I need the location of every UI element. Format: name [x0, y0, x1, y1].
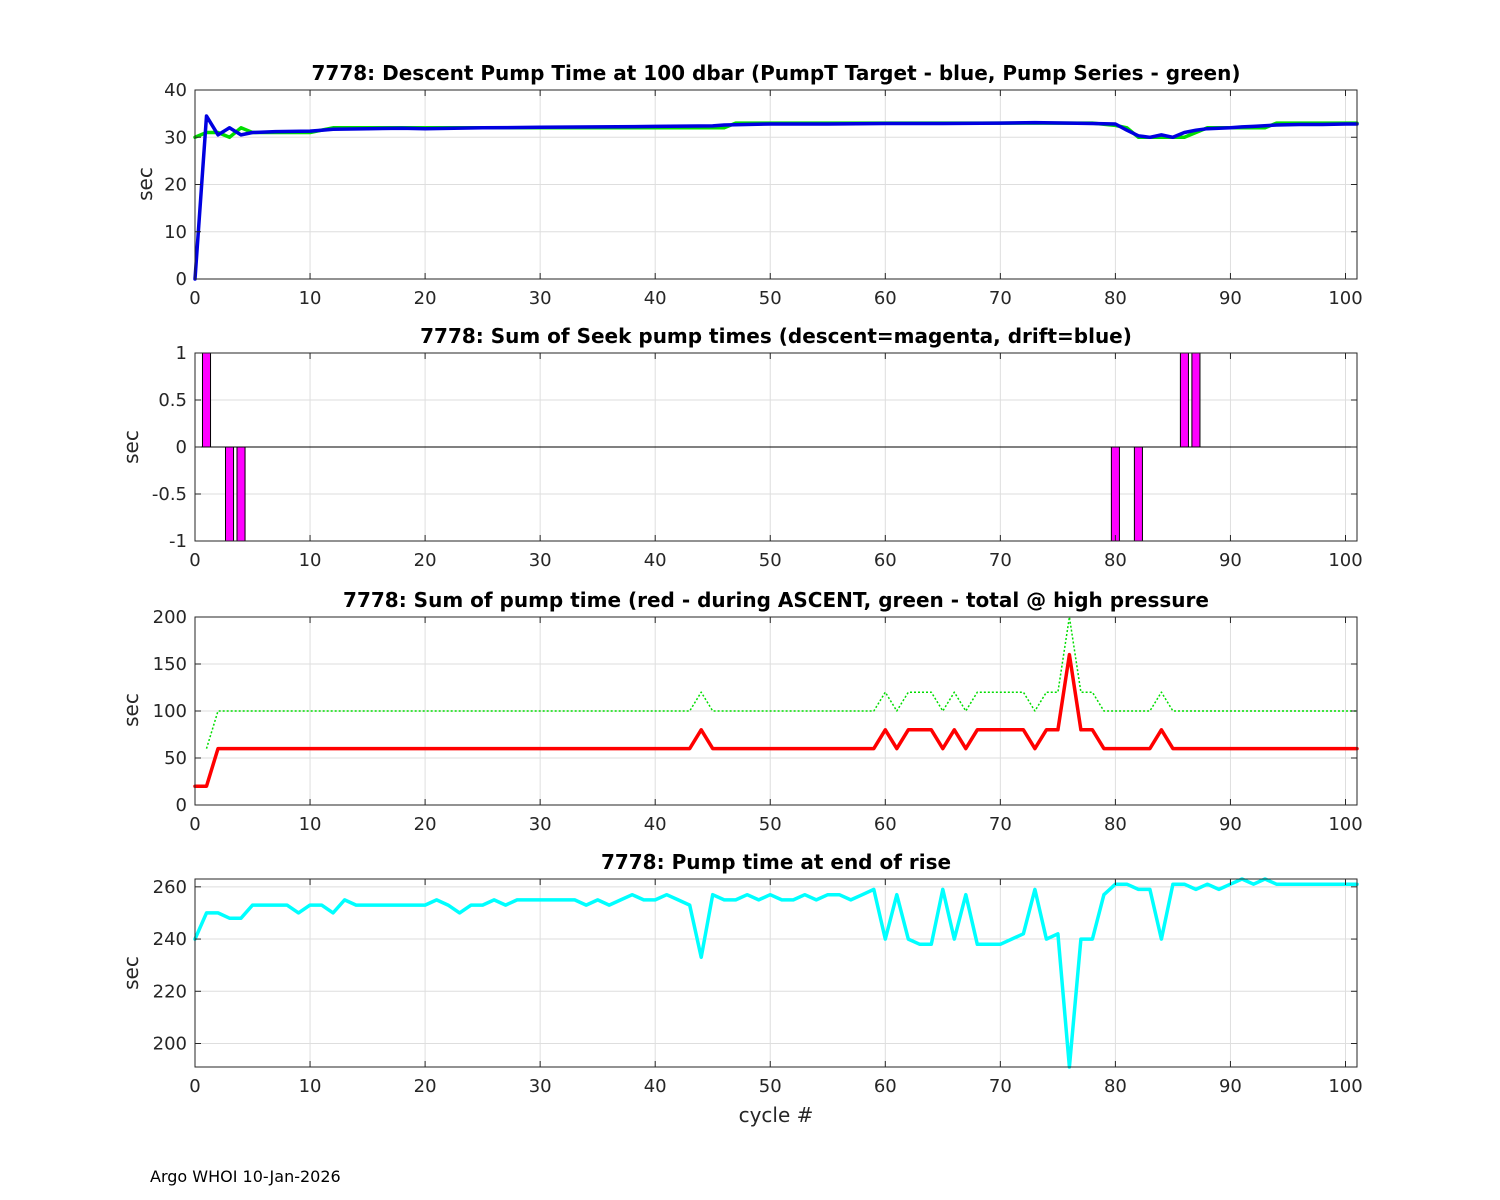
bar [201, 352, 212, 448]
bar [236, 446, 246, 542]
y-tick-label: 0 [176, 437, 187, 458]
x-tick-label: 0 [189, 288, 200, 309]
x-tick-label: 0 [189, 1076, 200, 1097]
y-tick-label: 50 [164, 748, 187, 769]
bar [1133, 446, 1143, 542]
x-tick-label: 90 [1219, 814, 1242, 835]
x-tick-label: 100 [1328, 1076, 1362, 1097]
y-tick-label: 10 [164, 222, 187, 243]
x-tick-label: 40 [644, 1076, 667, 1097]
y-tick-label: 1 [176, 343, 187, 364]
x-tick-label: 30 [529, 814, 552, 835]
x-tick-label: 50 [759, 288, 782, 309]
panel-1-plot: 0 10 20 30 40 50 60 70 80 90 100 0 10 20 30 40 [164, 80, 1363, 309]
x-tick-label: 60 [874, 288, 897, 309]
y-tick-label: 20 [164, 175, 187, 196]
x-tick-label: 100 [1328, 288, 1362, 309]
x-tick-label: 50 [759, 1076, 782, 1097]
x-tick-label: 60 [874, 550, 897, 571]
x-tick-label: 10 [299, 814, 322, 835]
y-tick-label: 150 [153, 654, 187, 675]
x-tick-label: 10 [299, 288, 322, 309]
panel-3-plot: 0 10 20 30 40 50 60 70 80 90 100 0 50 100 150 200 [153, 607, 1363, 835]
x-tick-label: 60 [874, 1076, 897, 1097]
x-tick-label: 30 [529, 550, 552, 571]
series-line [205, 616, 1357, 749]
panel-seek-pump-times: 7778: Sum of Seek pump times (descent=ma… [119, 324, 1363, 571]
x-tick-label: 40 [644, 550, 667, 571]
y-tick-label: 240 [153, 929, 187, 950]
plot-area [195, 879, 1357, 1067]
x-axis-label: cycle # [739, 1103, 814, 1127]
panel-4-ylabel: sec [119, 956, 143, 990]
x-tick-label: 20 [414, 814, 437, 835]
y-tick-label: 0 [176, 269, 187, 290]
x-tick-label: 10 [299, 1076, 322, 1097]
panel-2-title: 7778: Sum of Seek pump times (descent=ma… [420, 324, 1132, 348]
y-tick-label: 220 [153, 981, 187, 1002]
x-tick-label: 70 [989, 288, 1012, 309]
panel-2-plot: 0 10 20 30 40 50 60 70 80 90 100 -1 -0.5 0 0.5 1 [152, 343, 1363, 571]
footer-credit: Argo WHOI 10-Jan-2026 [150, 1167, 341, 1186]
x-tick-label: 80 [1104, 550, 1127, 571]
y-tick-label: -1 [169, 531, 187, 552]
panel-4-title: 7778: Pump time at end of rise [601, 850, 951, 874]
x-tick-label: 80 [1104, 814, 1127, 835]
y-tick-label: 0 [176, 795, 187, 816]
y-tick-label: 200 [153, 607, 187, 628]
x-tick-label: 100 [1328, 550, 1362, 571]
x-tick-label: 70 [989, 1076, 1012, 1097]
x-tick-label: 90 [1219, 550, 1242, 571]
y-tick-label: 260 [153, 877, 187, 898]
panel-1-ylabel: sec [133, 167, 157, 201]
x-tick-label: 0 [189, 550, 200, 571]
panel-3-title: 7778: Sum of pump time (red - during ASC… [343, 588, 1209, 612]
panel-1-title: 7778: Descent Pump Time at 100 dbar (Pum… [312, 61, 1241, 85]
bar [224, 446, 235, 542]
x-tick-label: 0 [189, 814, 200, 835]
x-tick-label: 70 [989, 550, 1012, 571]
x-tick-label: 10 [299, 550, 322, 571]
x-tick-label: 20 [414, 550, 437, 571]
y-tick-label: 200 [153, 1034, 187, 1055]
bar [1191, 352, 1201, 448]
series-line [193, 114, 1359, 281]
x-tick-label: 30 [529, 288, 552, 309]
y-tick-label: 30 [164, 127, 187, 148]
axes-frame [194, 878, 1358, 1068]
y-tick-label: -0.5 [152, 484, 187, 505]
x-tick-label: 70 [989, 814, 1012, 835]
series-line [193, 652, 1359, 788]
x-tick-label: 50 [759, 814, 782, 835]
x-tick-label: 80 [1104, 288, 1127, 309]
x-tick-label: 40 [644, 814, 667, 835]
x-tick-label: 50 [759, 550, 782, 571]
y-tick-label: 100 [153, 701, 187, 722]
panel-descent-pump-time: 7778: Descent Pump Time at 100 dbar (Pum… [133, 61, 1363, 309]
series-line [193, 877, 1359, 1069]
panel-3-ylabel: sec [119, 693, 143, 727]
x-tick-label: 100 [1328, 814, 1362, 835]
x-tick-label: 60 [874, 814, 897, 835]
x-tick-label: 30 [529, 1076, 552, 1097]
x-tick-label: 90 [1219, 288, 1242, 309]
x-tick-label: 20 [414, 1076, 437, 1097]
x-tick-label: 40 [644, 288, 667, 309]
bar [1110, 446, 1120, 542]
panel-4-plot: 0 10 20 30 40 50 60 70 80 90 100 200 220 240 260 [153, 877, 1363, 1097]
panel-sum-pump-time: 7778: Sum of pump time (red - during ASC… [119, 588, 1363, 835]
x-tick-label: 20 [414, 288, 437, 309]
y-tick-label: 40 [164, 80, 187, 101]
panel-end-of-rise: 7778: Pump time at end of rise sec 0 10 20… [119, 850, 1363, 1127]
x-tick-label: 90 [1219, 1076, 1242, 1097]
x-tick-label: 80 [1104, 1076, 1127, 1097]
y-tick-label: 0.5 [158, 390, 187, 411]
bar [1179, 352, 1189, 448]
panel-2-ylabel: sec [119, 430, 143, 464]
